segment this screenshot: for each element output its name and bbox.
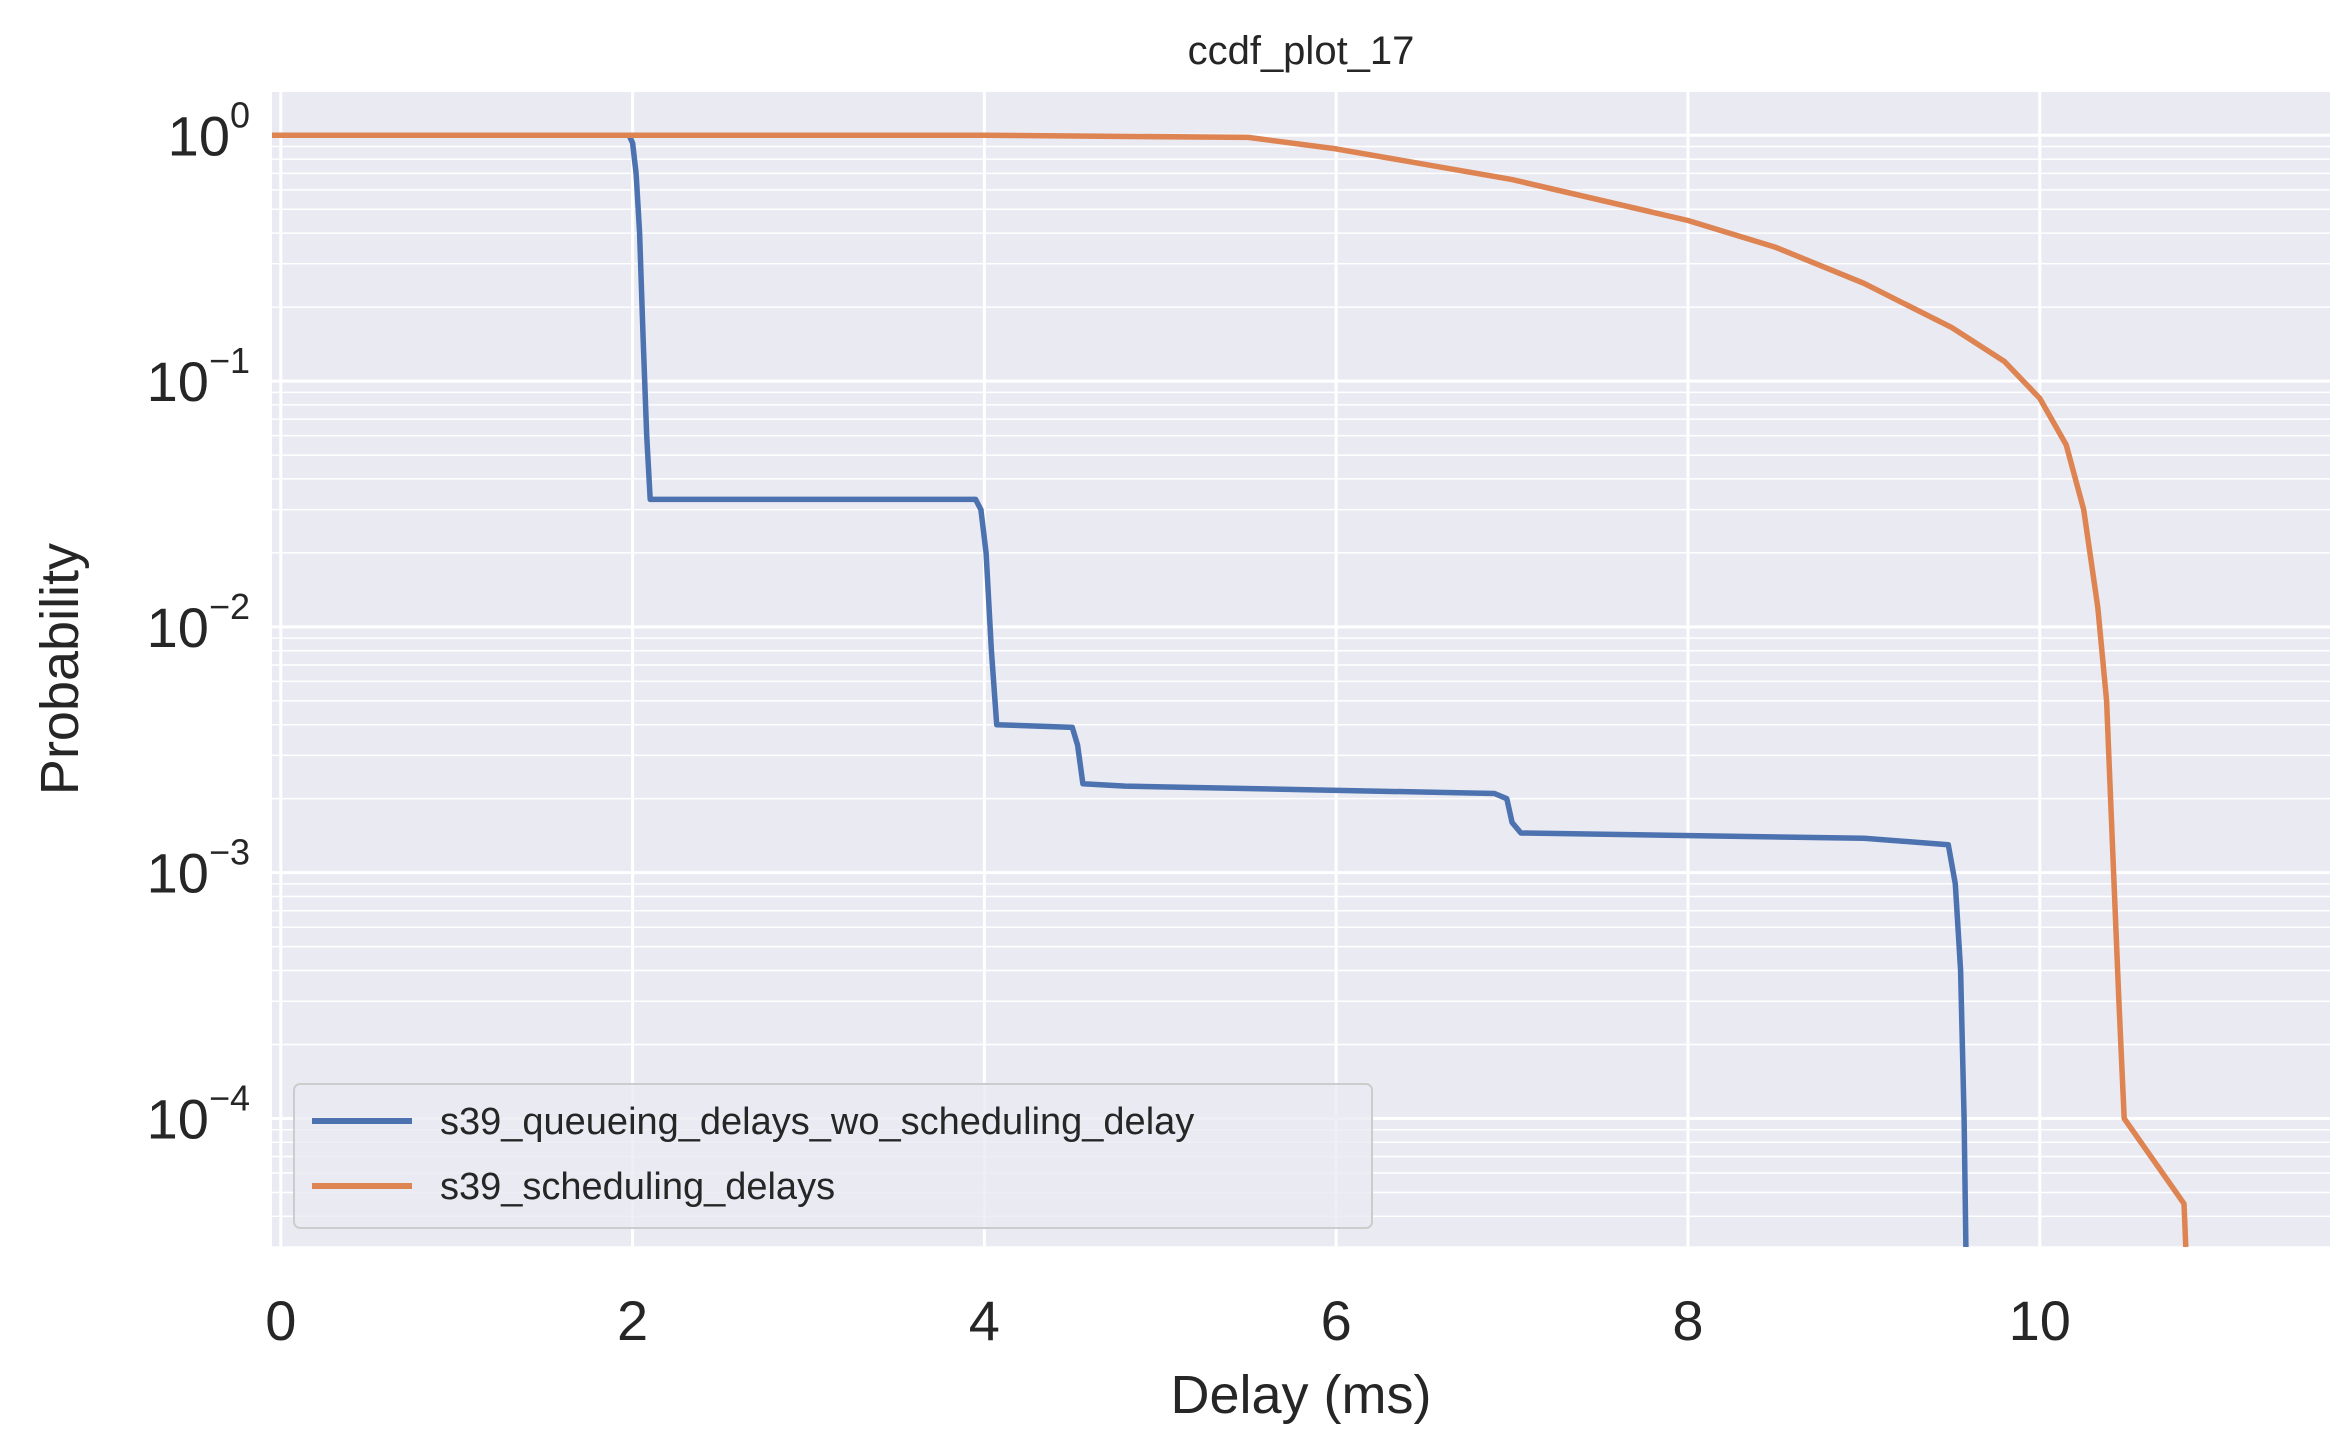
x-tick-label: 4 bbox=[969, 1289, 1000, 1352]
x-tick-labels: 0 2 4 6 8 10 bbox=[265, 1289, 2071, 1352]
x-tick-label: 0 bbox=[265, 1289, 296, 1352]
y-tick-label: 10−1 bbox=[147, 340, 250, 413]
legend-box bbox=[293, 1083, 1373, 1229]
series-line-0 bbox=[272, 132, 1969, 1247]
x-tick-label: 6 bbox=[1321, 1289, 1352, 1352]
series-layer bbox=[272, 132, 2189, 1247]
y-tick-label: 10−4 bbox=[147, 1077, 250, 1150]
x-tick-label: 10 bbox=[2009, 1289, 2071, 1352]
legend-label-scheduling: s39_scheduling_delays bbox=[440, 1166, 835, 1208]
x-axis-label: Delay (ms) bbox=[1170, 1365, 1431, 1425]
y-axis-label: Probability bbox=[30, 543, 90, 795]
legend-label-queueing: s39_queueing_delays_wo_scheduling_delay bbox=[440, 1101, 1194, 1143]
legend: s39_queueing_delays_wo_scheduling_delay … bbox=[293, 1083, 1373, 1229]
chart-title: ccdf_plot_17 bbox=[1188, 29, 1415, 73]
y-tick-label: 10−2 bbox=[147, 586, 250, 659]
y-tick-label: 10−3 bbox=[147, 832, 250, 905]
x-tick-label: 2 bbox=[617, 1289, 648, 1352]
x-tick-label: 8 bbox=[1672, 1289, 1703, 1352]
y-tick-labels: 100 10−1 10−2 10−3 10−4 bbox=[147, 94, 250, 1150]
y-tick-label: 100 bbox=[168, 94, 250, 167]
series-line-1 bbox=[272, 132, 2189, 1247]
plot-area bbox=[272, 92, 2330, 1247]
